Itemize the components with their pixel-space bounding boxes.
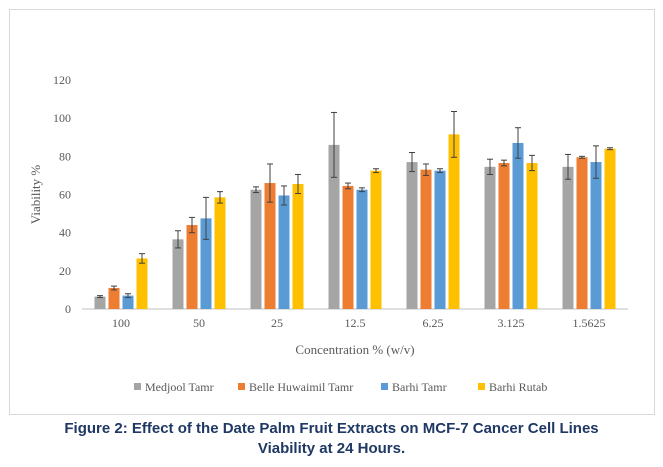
- y-tick-label: 20: [59, 264, 71, 278]
- bar: [434, 170, 446, 309]
- y-tick-label: 120: [53, 73, 71, 87]
- x-tick-label: 1.5625: [573, 316, 606, 330]
- figure-caption: Figure 2: Effect of the Date Palm Fruit …: [0, 419, 663, 459]
- error-bar: [253, 186, 259, 194]
- bar: [200, 218, 212, 309]
- bar: [264, 183, 276, 309]
- bar: [448, 134, 460, 309]
- error-bar: [515, 127, 521, 159]
- bar: [512, 142, 524, 309]
- legend: Medjool Tamr Belle Huwaimil Tamr Barhi Tam…: [134, 380, 547, 394]
- error-bar: [451, 110, 457, 158]
- error-bar: [295, 173, 301, 195]
- caption-line-2: Viability at 24 Hours.: [257, 440, 406, 457]
- bar: [108, 288, 120, 309]
- legend-swatch: [478, 383, 485, 390]
- bar: [406, 162, 418, 309]
- bar: [576, 157, 588, 309]
- bar: [484, 166, 496, 309]
- error-bar: [203, 196, 209, 240]
- bar: [342, 185, 354, 309]
- bar: [328, 144, 340, 309]
- error-bar: [359, 187, 365, 193]
- error-bar: [607, 147, 613, 151]
- legend-item: Barhi Tamr: [381, 380, 447, 394]
- chart-frame: 0 20 40 60 80 100 120 100 50 25 12.5 6.25 3.125 1.56…: [9, 9, 655, 415]
- bar: [292, 184, 304, 309]
- bar: [562, 166, 574, 309]
- legend-label: Barhi Tamr: [392, 380, 447, 394]
- error-bar: [579, 155, 585, 159]
- error-bar: [331, 111, 337, 178]
- x-tick-label: 3.125: [498, 316, 525, 330]
- bar: [590, 162, 602, 309]
- bar: [526, 163, 538, 309]
- error-bar: [593, 145, 599, 179]
- bar: [498, 163, 510, 309]
- error-bar: [139, 253, 145, 264]
- bar: [122, 295, 134, 309]
- error-bar: [437, 168, 443, 174]
- y-axis-ticks: 0 20 40 60 80 100 120: [53, 73, 71, 316]
- legend-swatch: [238, 383, 245, 390]
- error-bar: [97, 295, 103, 299]
- error-bar: [175, 230, 181, 249]
- error-bars: [97, 110, 613, 299]
- bar: [356, 189, 368, 309]
- error-bar: [345, 182, 351, 190]
- bar: [278, 195, 290, 309]
- bar-chart: 0 20 40 60 80 100 120 100 50 25 12.5 6.25 3.125 1.56…: [28, 73, 628, 394]
- bar: [94, 296, 106, 309]
- bar: [420, 169, 432, 309]
- error-bar: [267, 163, 273, 203]
- error-bar: [217, 191, 223, 204]
- bar: [172, 239, 184, 309]
- x-tick-label: 25: [271, 316, 283, 330]
- legend-item: Barhi Rutab: [478, 380, 547, 394]
- error-bar: [189, 216, 195, 234]
- error-bar: [125, 293, 131, 299]
- y-tick-label: 80: [59, 149, 71, 163]
- error-bar: [501, 159, 507, 167]
- x-tick-label: 100: [112, 316, 130, 330]
- bar: [136, 258, 148, 309]
- y-tick-label: 0: [65, 302, 71, 316]
- error-bar: [281, 185, 287, 206]
- error-bar: [409, 152, 415, 173]
- y-tick-label: 40: [59, 226, 71, 240]
- legend-label: Medjool Tamr: [145, 380, 214, 394]
- bar: [214, 197, 226, 309]
- y-axis-title: Viability %: [28, 165, 43, 225]
- x-axis-title: Concentration % (w/v): [295, 342, 414, 357]
- legend-label: Belle Huwaimil Tamr: [249, 380, 353, 394]
- y-tick-label: 60: [59, 188, 71, 202]
- legend-swatch: [381, 383, 388, 390]
- bars: [94, 134, 616, 309]
- x-tick-label: 12.5: [345, 316, 366, 330]
- legend-label: Barhi Rutab: [489, 380, 547, 394]
- bar: [186, 225, 198, 309]
- error-bar: [565, 153, 571, 180]
- error-bar: [529, 154, 535, 172]
- error-bar: [423, 163, 429, 176]
- bar: [250, 189, 262, 309]
- error-bar: [111, 285, 117, 291]
- legend-item: Belle Huwaimil Tamr: [238, 380, 353, 394]
- bar: [604, 148, 616, 309]
- caption-line-1: Figure 2: Effect of the Date Palm Fruit …: [64, 420, 599, 437]
- y-tick-label: 100: [53, 111, 71, 125]
- bar: [370, 170, 382, 309]
- legend-swatch: [134, 383, 141, 390]
- x-axis-ticks: 100 50 25 12.5 6.25 3.125 1.5625: [112, 316, 606, 330]
- legend-item: Medjool Tamr: [134, 380, 214, 394]
- error-bar: [487, 158, 493, 175]
- error-bar: [373, 168, 379, 174]
- x-tick-label: 6.25: [423, 316, 444, 330]
- x-tick-label: 50: [193, 316, 205, 330]
